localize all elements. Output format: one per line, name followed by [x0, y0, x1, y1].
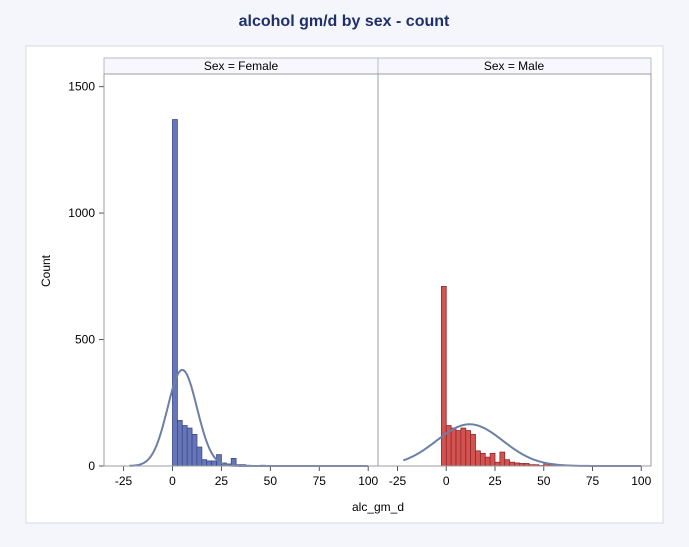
x-tick-label: 100	[358, 474, 378, 488]
y-tick-label: 0	[88, 459, 95, 473]
x-tick-label: 0	[443, 474, 450, 488]
panel-male-x-axis: -25 0 25 50 75 100	[389, 466, 652, 488]
histogram-bar-female	[191, 433, 198, 467]
histogram-bar-female	[172, 119, 178, 467]
x-tick-label: 100	[631, 474, 651, 488]
histogram-bar-male	[465, 430, 472, 467]
y-tick-label: 500	[75, 333, 95, 347]
histogram-bar-male	[494, 461, 501, 467]
panel-female-x-axis: -25 0 25 50 75 100	[115, 466, 379, 488]
histogram-bar-female	[176, 420, 183, 467]
x-tick-label: 0	[169, 474, 176, 488]
x-axis-label: alc_gm_d	[352, 500, 404, 514]
chart-title: alcohol gm/d by sex - count	[239, 13, 450, 30]
panel-female-label: Sex = Female	[204, 59, 279, 73]
histogram-bar-female	[181, 425, 188, 467]
histogram-bar-male	[475, 450, 481, 467]
histogram-bar-male	[479, 452, 486, 467]
figure-border	[25, 45, 664, 524]
x-tick-label: -25	[115, 474, 133, 488]
y-tick-label: 1500	[68, 80, 95, 94]
histogram-bar-male	[489, 452, 496, 467]
histogram-bar-female	[211, 460, 217, 467]
histogram-bar-male	[460, 427, 467, 467]
x-tick-label: 50	[264, 474, 278, 488]
x-tick-label: 25	[215, 474, 229, 488]
histogram-bar-male	[499, 451, 506, 467]
histogram-bar-male	[509, 461, 515, 467]
histogram-bar-male	[455, 430, 462, 467]
histogram-bar-female	[201, 459, 208, 467]
histogram-bar-male	[440, 286, 447, 467]
x-tick-label: 75	[586, 474, 600, 488]
histogram-bar-female	[196, 446, 203, 467]
histogram-bar-female	[186, 427, 193, 467]
x-tick-label: 75	[313, 474, 327, 488]
x-tick-label: 50	[537, 474, 551, 488]
histogram-bar-male	[450, 427, 457, 467]
histogram-bar-male	[484, 456, 491, 467]
panel-male-frame	[377, 73, 652, 467]
y-tick-label: 1000	[68, 206, 95, 220]
panel-male-label: Sex = Male	[484, 59, 545, 73]
x-tick-label: -25	[389, 474, 407, 488]
y-axis-label: Count	[39, 254, 53, 287]
histogram-bar-male	[470, 433, 476, 467]
histogram-bar-male	[504, 459, 511, 467]
panel-male: Sex = Male -25 0 25 50 75 100	[377, 57, 652, 488]
histogram-bar-female	[206, 460, 213, 467]
x-tick-label: 25	[488, 474, 502, 488]
